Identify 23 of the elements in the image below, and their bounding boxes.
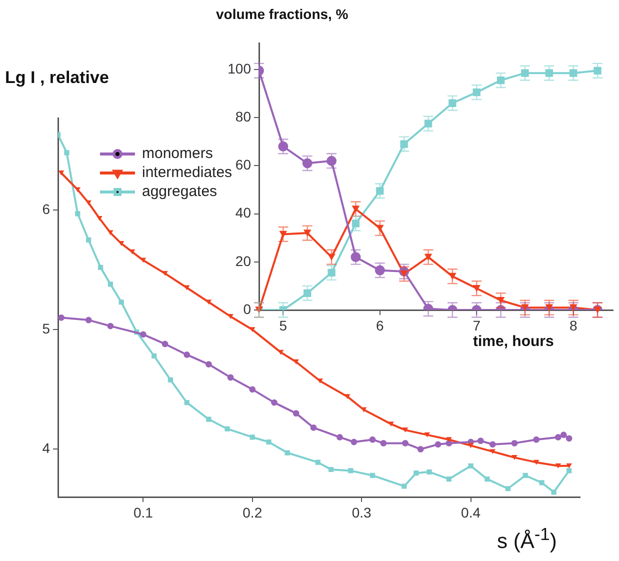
y-axis-title: volume fractions, %	[216, 6, 348, 22]
legend-label: monomers	[142, 145, 213, 162]
x-tick-label: 0.1	[133, 504, 154, 520]
legend-label: intermediates	[142, 164, 232, 182]
x-tick-label: 8	[569, 317, 578, 334]
x-tick-label: 5	[279, 317, 288, 334]
legend-label: aggregates	[142, 183, 218, 200]
y-tick-label: 40	[235, 204, 252, 221]
x-tick-label: 7	[472, 317, 481, 334]
y-tick-label: 20	[235, 252, 252, 269]
x-axis-title: s (Å$^{-1}$)	[497, 524, 557, 554]
y-tick-label: 80	[235, 108, 252, 124]
x-tick-label: 0.3	[352, 504, 372, 520]
y-tick-label: 60	[235, 156, 252, 173]
y-tick-label: 0	[243, 300, 252, 317]
y-tick-label: 6	[42, 200, 50, 217]
x-axis-title: time, hours	[473, 333, 554, 350]
x-tick-label: 0.4	[461, 504, 481, 520]
y-axis-title: Lg I , relative	[5, 68, 109, 88]
y-tick-label: 4	[42, 440, 50, 456]
y-tick-label: 100	[228, 60, 252, 76]
x-tick-label: 0.2	[242, 504, 262, 520]
x-tick-label: 6	[376, 317, 384, 334]
